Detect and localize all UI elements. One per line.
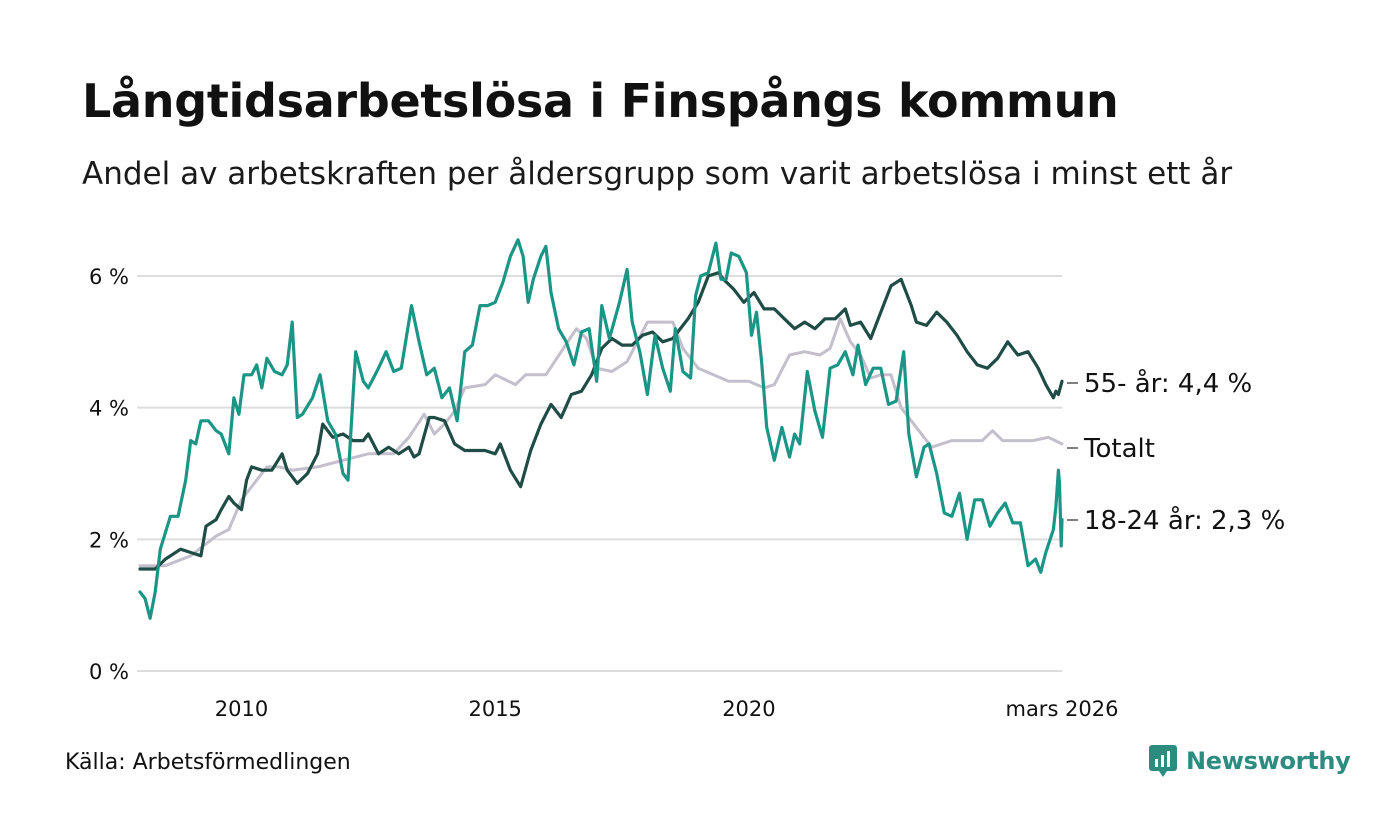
brand-name: Newsworthy (1186, 747, 1351, 775)
chart-title: Långtidsarbetslösa i Finspångs kommun (82, 74, 1119, 128)
brand-logo: Newsworthy (1148, 744, 1351, 778)
y-tick-label: 6 % (89, 265, 129, 289)
x-tick-label: 2020 (722, 697, 775, 721)
y-tick-label: 0 % (89, 660, 129, 684)
series-line-totalt (138, 317, 1064, 568)
x-tick-label: 2015 (468, 697, 521, 721)
series-end-label: Totalt (1083, 434, 1155, 464)
x-tick-label: mars 2026 (1005, 697, 1118, 721)
series-end-label: 55- år: 4,4 % (1084, 368, 1252, 399)
newsworthy-logo-icon (1149, 745, 1177, 777)
x-tick-label: 2010 (215, 697, 268, 721)
series-end-label: 18-24 år: 2,3 % (1084, 505, 1285, 536)
chart-subtitle: Andel av arbetskraften per åldersgrupp s… (82, 156, 1233, 192)
y-tick-label: 4 % (89, 397, 129, 421)
source-note: Källa: Arbetsförmedlingen (65, 750, 351, 775)
y-tick-label: 2 % (89, 528, 129, 552)
series-line-18-24-r (138, 238, 1064, 620)
